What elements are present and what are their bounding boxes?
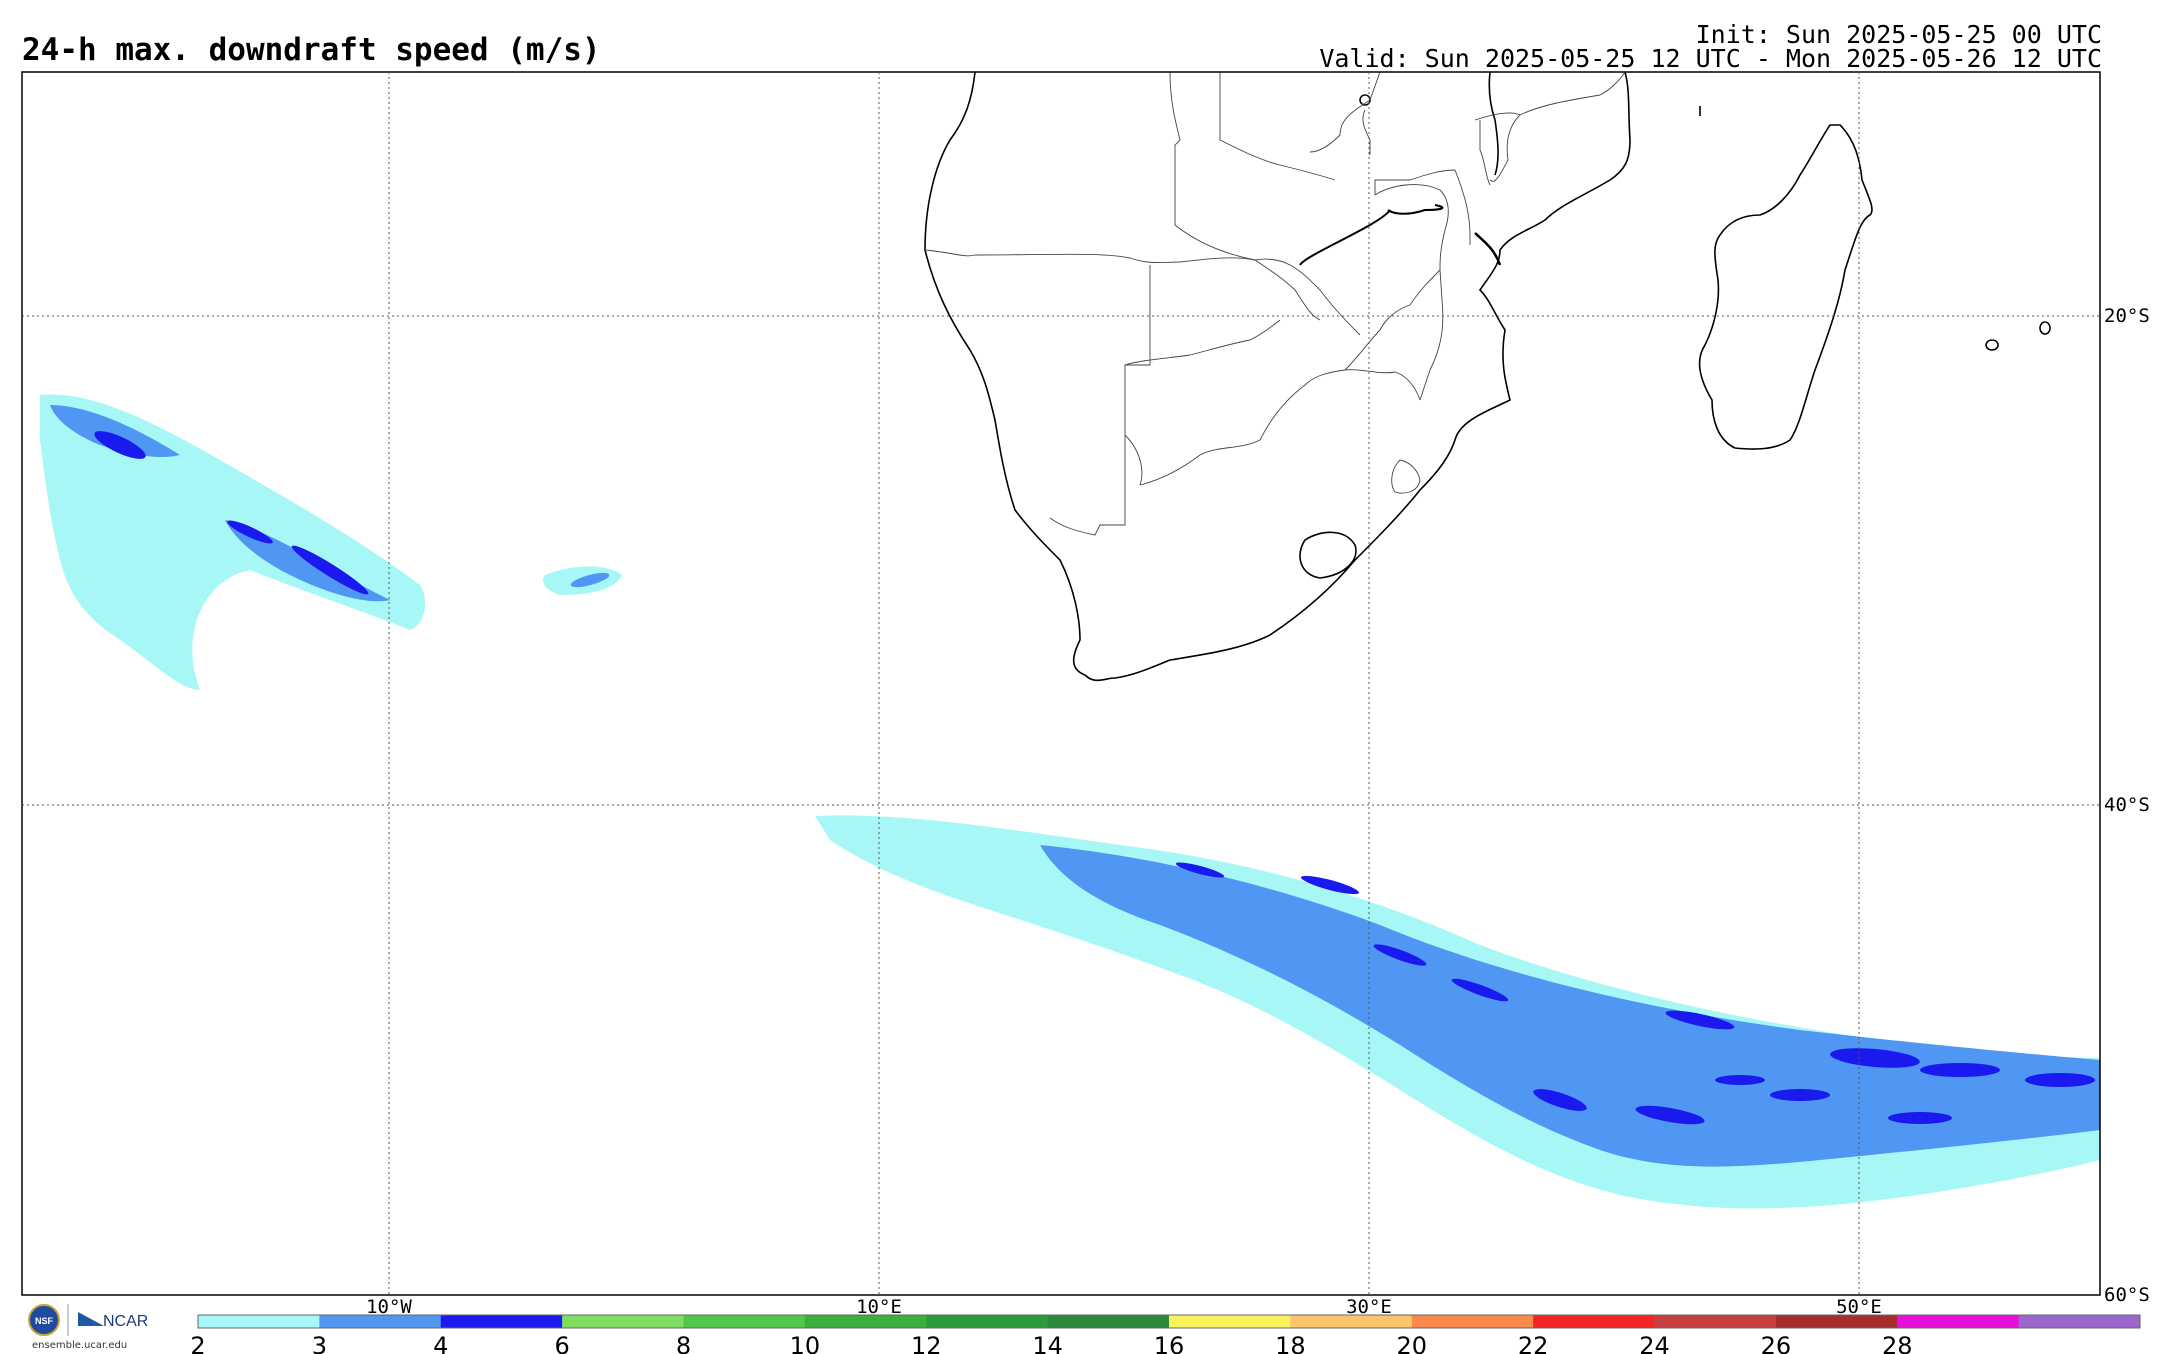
lake-cahora bbox=[1387, 204, 1444, 215]
colorbar-segment bbox=[1897, 1315, 2020, 1328]
chart-title: 24-h max. downdraft speed (m/s) bbox=[22, 32, 601, 68]
borders bbox=[924, 72, 1626, 536]
logo-url: ensemble.ucar.edu bbox=[32, 1340, 127, 1351]
colorbar-tick-label: 4 bbox=[433, 1332, 448, 1354]
colorbar-segment bbox=[1411, 1315, 1534, 1328]
colorbar-segment bbox=[1775, 1315, 1898, 1328]
colorbar-tick-label: 14 bbox=[1032, 1332, 1063, 1354]
lon-label-10w: 10°W bbox=[366, 1296, 412, 1318]
valid-time: Valid: Sun 2025-05-25 12 UTC - Mon 2025-… bbox=[1319, 44, 2102, 73]
colorbar-segment bbox=[926, 1315, 1049, 1328]
colorbar-tick-label: 16 bbox=[1154, 1332, 1185, 1354]
nsf-logo: NSF bbox=[28, 1304, 60, 1336]
colorbar-tick-label: 26 bbox=[1761, 1332, 1792, 1354]
colorbar-segment bbox=[319, 1315, 442, 1328]
lesotho bbox=[1299, 531, 1357, 579]
lon-label-30e: 30°E bbox=[1346, 1296, 1392, 1318]
lake-malawi-south bbox=[1474, 232, 1502, 266]
colorbar-tick-label: 28 bbox=[1882, 1332, 1913, 1354]
colorbar-segment bbox=[2018, 1315, 2141, 1328]
colorbar-segment bbox=[1047, 1315, 1170, 1328]
colorbar-tick-label: 24 bbox=[1639, 1332, 1670, 1354]
blue-band bbox=[1040, 845, 2100, 1167]
graticule bbox=[22, 72, 2100, 1295]
colorbar-segment bbox=[1169, 1315, 1291, 1328]
lake-marker bbox=[1359, 94, 1371, 106]
coastlines bbox=[924, 72, 2051, 682]
colorbar-segment bbox=[198, 1315, 320, 1328]
lat-label-40s: 40°S bbox=[2104, 794, 2150, 816]
ncar-logo-text: NCAR bbox=[103, 1313, 148, 1330]
colorbar-tick-label: 2 bbox=[190, 1332, 205, 1354]
lon-label-10e: 10°E bbox=[856, 1296, 902, 1318]
lat-label-20s: 20°S bbox=[2104, 305, 2150, 327]
ncar-logo: NCAR bbox=[78, 1312, 148, 1330]
colorbar-segment bbox=[1533, 1315, 1655, 1328]
colorbar-tick-label: 12 bbox=[911, 1332, 942, 1354]
colorbar-tick-label: 8 bbox=[676, 1332, 691, 1354]
colorbar: 2 3 4 6 8 10 12 14 16 18 20 22 24 26 28 bbox=[190, 1314, 2141, 1354]
lon-label-50e: 50°E bbox=[1836, 1296, 1882, 1318]
reunion bbox=[2039, 321, 2051, 335]
africa-coastline bbox=[924, 72, 1631, 682]
colorbar-tick-label: 6 bbox=[554, 1332, 569, 1354]
lat-label-60s: 60°S bbox=[2104, 1284, 2150, 1306]
colorbar-segment bbox=[1654, 1315, 1777, 1328]
map-frame bbox=[21, 71, 2101, 1296]
colorbar-frame bbox=[197, 1314, 2141, 1329]
nsf-logo-text: NSF bbox=[35, 1316, 54, 1326]
colorbar-tick-label: 22 bbox=[1518, 1332, 1549, 1354]
colorbar-segment bbox=[683, 1315, 806, 1328]
colorbar-segment bbox=[562, 1315, 684, 1328]
lake-kariba bbox=[1299, 209, 1391, 266]
colorbar-segment bbox=[440, 1315, 563, 1328]
colorbar-tick-label: 10 bbox=[790, 1332, 821, 1354]
northwest-cluster bbox=[40, 394, 622, 690]
colorbar-segment bbox=[1290, 1315, 1413, 1328]
downdraft-field bbox=[40, 394, 2100, 1209]
init-time: Init: Sun 2025-05-25 00 UTC bbox=[1695, 20, 2102, 49]
colorbar-tick-label: 3 bbox=[312, 1332, 327, 1354]
colorbar-tick-label: 18 bbox=[1275, 1332, 1306, 1354]
lake-malawi bbox=[1488, 72, 1499, 176]
colorbar-segment bbox=[804, 1315, 927, 1328]
colorbar-tick-label: 20 bbox=[1396, 1332, 1427, 1354]
dark-blue-streaks bbox=[1175, 862, 2095, 1125]
mauritius bbox=[1985, 339, 1999, 351]
madagascar-coastline bbox=[1698, 124, 1873, 450]
